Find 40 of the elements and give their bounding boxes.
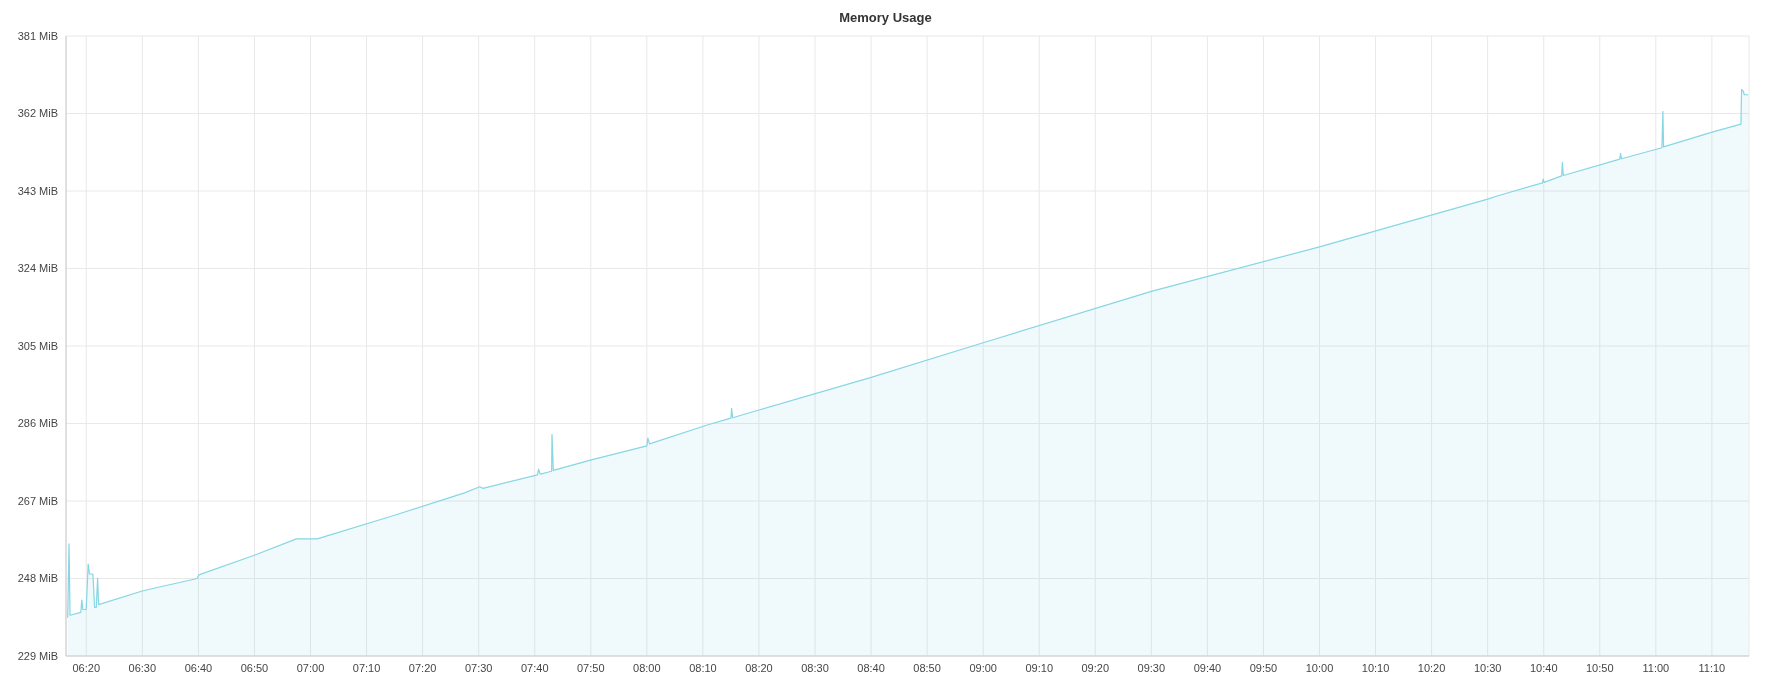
x-tick-label: 06:20	[72, 661, 101, 674]
x-tick-label: 09:00	[969, 661, 997, 674]
x-tick-label: 10:50	[1586, 661, 1614, 674]
x-tick-label: 07:40	[520, 661, 549, 674]
x-tick-label: 10:10	[1361, 661, 1390, 674]
y-tick-label: 267 MiB	[17, 494, 58, 507]
x-tick-label: 08:50	[913, 661, 941, 674]
y-tick-label: 324 MiB	[17, 262, 58, 275]
x-tick-label: 07:50	[577, 661, 605, 674]
y-tick-label: 362 MiB	[17, 107, 58, 120]
x-tick-label: 10:40	[1529, 661, 1558, 674]
y-tick-label: 286 MiB	[17, 417, 58, 430]
x-tick-label: 09:40	[1193, 661, 1222, 674]
y-tick-label: 248 MiB	[17, 572, 58, 585]
y-tick-label: 305 MiB	[17, 339, 58, 352]
x-tick-label: 06:40	[184, 661, 213, 674]
x-tick-label: 08:40	[857, 661, 885, 674]
x-tick-label: 08:10	[689, 661, 717, 674]
x-tick-label: 07:30	[464, 661, 493, 674]
x-tick-label: 09:20	[1081, 661, 1110, 674]
y-tick-label: 229 MiB	[17, 649, 58, 662]
y-tick-label: 343 MiB	[17, 184, 58, 197]
x-tick-label: 10:20	[1417, 661, 1446, 674]
x-tick-label: 11:10	[1698, 661, 1726, 674]
x-tick-label: 06:30	[128, 661, 157, 674]
x-tick-label: 07:20	[408, 661, 437, 674]
x-tick-label: 06:50	[240, 661, 269, 674]
x-tick-label: 09:10	[1025, 661, 1054, 674]
x-tick-label: 10:00	[1305, 661, 1334, 674]
chart-title: Memory Usage	[838, 9, 933, 27]
x-tick-label: 08:30	[801, 661, 829, 674]
y-tick-label: 381 MiB	[17, 29, 58, 42]
x-tick-label: 07:00	[296, 661, 325, 674]
x-tick-label: 08:20	[745, 661, 773, 674]
x-tick-label: 07:10	[352, 661, 381, 674]
x-tick-label: 10:30	[1473, 661, 1502, 674]
x-tick-label: 11:00	[1642, 661, 1670, 674]
x-tick-label: 09:30	[1137, 661, 1166, 674]
x-tick-label: 08:00	[633, 661, 661, 674]
x-tick-label: 09:50	[1249, 661, 1278, 674]
